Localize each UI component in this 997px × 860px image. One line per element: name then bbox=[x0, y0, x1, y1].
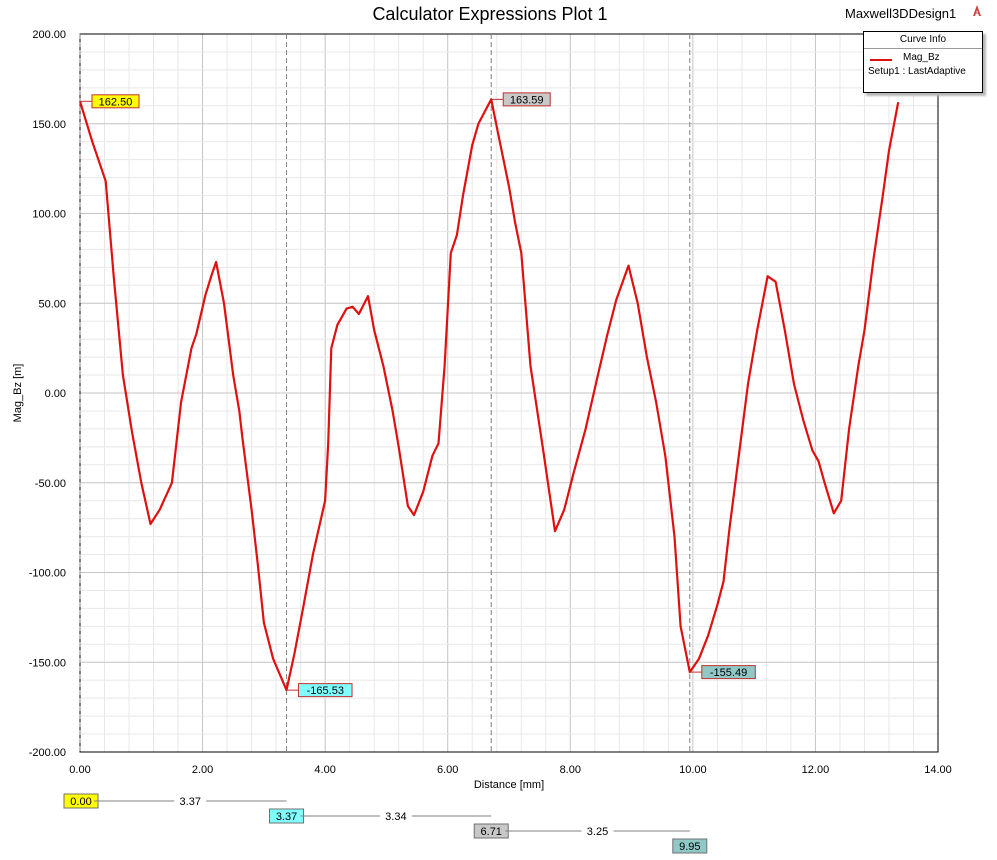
maxwell-logo-icon[interactable] bbox=[970, 4, 984, 18]
delta-label-bg bbox=[581, 824, 614, 837]
chart-title: Calculator Expressions Plot 1 bbox=[372, 4, 608, 24]
marker-value-label: -165.53 bbox=[307, 685, 344, 697]
y-tick-label: -50.00 bbox=[35, 478, 66, 490]
x-tick-label: 10.00 bbox=[679, 764, 707, 776]
series-line-mag-bz bbox=[78, 98, 900, 692]
legend-title: Curve Info bbox=[864, 32, 982, 49]
x-marker-labels: 0.00 3.37 6.71 9.95 3.37 3.34 3.25 bbox=[63, 793, 708, 854]
y-tick-label: 150.00 bbox=[32, 119, 66, 131]
x-marker-label: 0.00 bbox=[70, 796, 91, 808]
marker-value-box bbox=[701, 665, 756, 680]
y-tick-label: -200.00 bbox=[29, 747, 66, 759]
marker-value-box bbox=[298, 683, 353, 698]
y-tick-label: -100.00 bbox=[29, 568, 66, 580]
x-tick-label: 12.00 bbox=[802, 764, 830, 776]
tick-labels: 0.00 2.00 4.00 6.00 8.00 10.00 12.00 14.00 200.0… bbox=[29, 29, 952, 776]
x-marker-label: 6.71 bbox=[481, 826, 502, 838]
design-name: Maxwell3DDesign1 bbox=[845, 6, 957, 21]
marker-labels: 162.50 -165.53 163.59 -155.49 bbox=[80, 92, 756, 698]
x-tick-label: 14.00 bbox=[924, 764, 952, 776]
plot-frame bbox=[79, 33, 939, 753]
series-layer bbox=[78, 98, 900, 692]
y-axis-label: Mag_Bz [m] bbox=[12, 364, 24, 423]
y-tick-label: 50.00 bbox=[38, 298, 66, 310]
legend-swatch bbox=[870, 59, 892, 61]
delta-label: 3.37 bbox=[180, 796, 201, 808]
x-tick-label: 6.00 bbox=[437, 764, 458, 776]
delta-label-bg bbox=[379, 809, 412, 822]
x-tick-label: 8.00 bbox=[560, 764, 581, 776]
marker-value-label: 163.59 bbox=[510, 94, 544, 106]
x-tick-label: 0.00 bbox=[69, 764, 90, 776]
marker-value-label: -155.49 bbox=[710, 667, 747, 679]
delta-label: 3.25 bbox=[587, 826, 608, 838]
marker-value-box bbox=[91, 94, 140, 109]
marker-value-label: 162.50 bbox=[99, 96, 133, 108]
legend-series-name: Mag_Bz bbox=[903, 52, 940, 63]
delta-label-bg bbox=[174, 794, 207, 807]
x-axis-label: Distance [mm] bbox=[474, 779, 544, 791]
x-tick-label: 4.00 bbox=[314, 764, 335, 776]
x-marker-label: 9.95 bbox=[679, 841, 700, 853]
delta-label: 3.34 bbox=[385, 811, 406, 823]
y-tick-label: 0.00 bbox=[45, 388, 66, 400]
marker-value-box bbox=[502, 92, 551, 107]
x-marker-box bbox=[672, 838, 708, 854]
y-tick-label: -150.00 bbox=[29, 657, 66, 669]
x-marker-label: 3.37 bbox=[276, 811, 297, 823]
x-tick-label: 2.00 bbox=[192, 764, 213, 776]
curve-info-legend[interactable]: Curve Info Mag_Bz Setup1 : LastAdaptive bbox=[863, 31, 983, 93]
grid bbox=[80, 34, 938, 752]
y-tick-label: 200.00 bbox=[32, 29, 66, 41]
y-tick-label: 100.00 bbox=[32, 209, 66, 221]
legend-setup: Setup1 : LastAdaptive bbox=[868, 66, 966, 77]
